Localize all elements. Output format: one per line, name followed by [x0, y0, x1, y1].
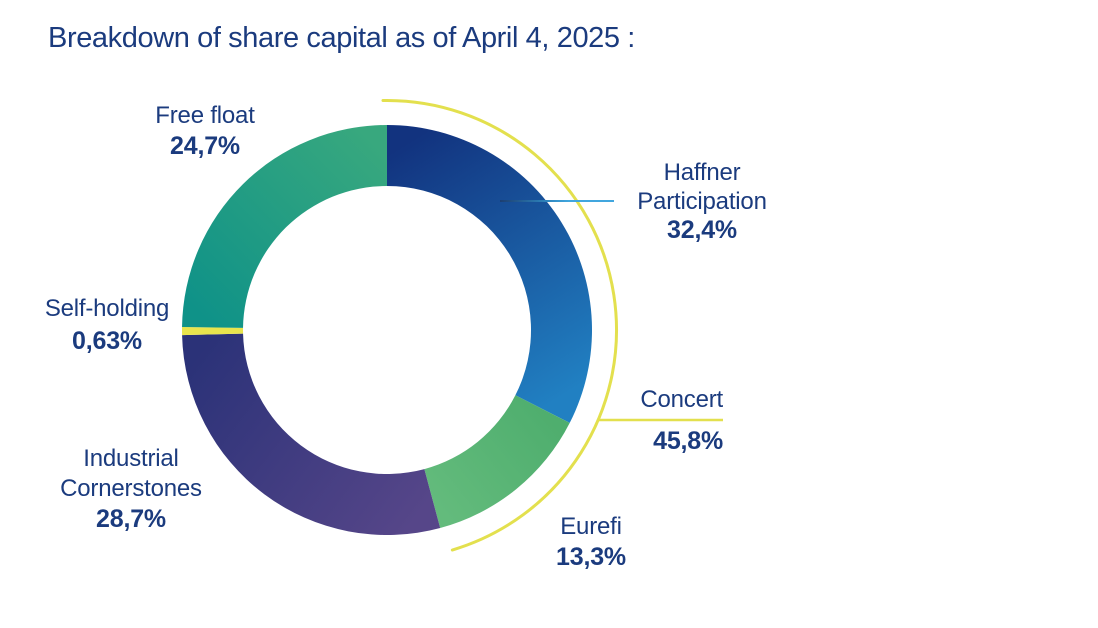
segment-industrial-cornerstones [182, 333, 441, 535]
label-free-float: Free float 24,7% [105, 101, 305, 161]
segment-eurefi [424, 395, 570, 528]
segment-value: 0,63% [72, 327, 142, 355]
segment-haffner-participation [387, 124, 593, 423]
label-concert-group: Concert 45,8% [563, 385, 723, 456]
segment-label: Eurefi [560, 513, 622, 540]
segment-label: Cornerstones [60, 475, 202, 502]
group-label: Concert [640, 386, 723, 413]
segment-value: 13,3% [556, 543, 626, 571]
segment-value: 24,7% [170, 132, 240, 160]
segment-label: Free float [155, 102, 255, 129]
group-value: 45,8% [653, 427, 723, 455]
segment-value: 32,4% [667, 216, 737, 244]
segment-label: Self-holding [44, 295, 170, 322]
segment-value: 28,7% [96, 505, 166, 533]
segment-label: Industrial [83, 445, 179, 472]
label-self-holding: Self-holding 0,63% [7, 292, 207, 358]
label-haffner-participation: Haffner Participation 32,4% [592, 158, 812, 245]
label-eurefi: Eurefi 13,3% [491, 512, 691, 572]
segment-self-holding [181, 327, 244, 336]
page-title: Breakdown of share capital as of April 4… [48, 22, 635, 54]
segment-label: Haffner [663, 159, 741, 186]
concert-group-arc [381, 99, 618, 552]
segment-label: Participation [637, 188, 767, 215]
label-industrial-cornerstones: Industrial Cornerstones 28,7% [11, 444, 251, 534]
segment-free-float [182, 125, 387, 328]
